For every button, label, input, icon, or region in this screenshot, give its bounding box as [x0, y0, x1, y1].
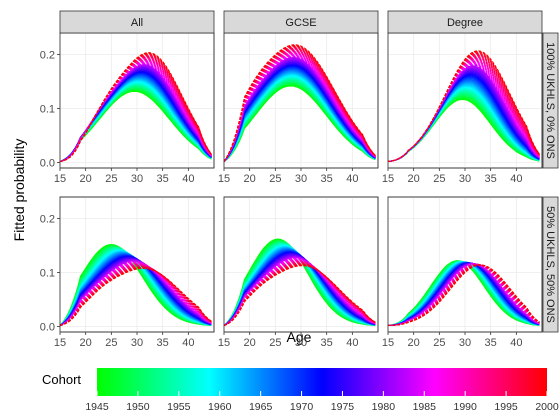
x-tick-label: 35: [485, 173, 497, 185]
cohort-curve-2000: [387, 50, 540, 163]
x-tick-label: 15: [218, 173, 230, 185]
cohort-curve-1989: [59, 59, 212, 163]
x-axis-title: Age: [287, 329, 312, 345]
x-tick-label: 25: [433, 337, 445, 349]
legend-tick-label: 1950: [126, 401, 150, 413]
y-tick-label: 0.0: [40, 322, 55, 334]
column-strip: [59, 10, 215, 34]
x-tick-label: 30: [459, 173, 471, 185]
x-tick-label: 20: [80, 337, 92, 349]
cohort-curve-2000: [59, 52, 212, 163]
cohort-curve-1999: [59, 52, 212, 163]
x-tick-label: 40: [346, 337, 358, 349]
x-tick-label: 30: [459, 337, 471, 349]
row-strip: [542, 196, 559, 333]
cohort-curve-1990: [59, 59, 212, 163]
x-tick-label: 15: [218, 337, 230, 349]
x-tick-label: 20: [244, 173, 256, 185]
x-tick-label: 20: [244, 337, 256, 349]
legend-tick-label: 1945: [85, 401, 109, 413]
x-tick-label: 25: [105, 337, 117, 349]
x-tick-label: 25: [433, 173, 445, 185]
x-tick-label: 35: [485, 337, 497, 349]
x-tick-label: 35: [157, 337, 169, 349]
x-tick-label: 20: [408, 173, 420, 185]
facet-panel-1: 15 20 25 30 35 40: [218, 32, 379, 185]
legend-tick-label: 1990: [454, 401, 478, 413]
x-tick-label: 15: [54, 337, 66, 349]
y-axis-title: Fitted probability: [11, 139, 27, 242]
cohort-curve-2000: [387, 264, 540, 327]
x-tick-label: 25: [105, 173, 117, 185]
legend-tick-label: 1985: [413, 401, 437, 413]
x-tick-label: 25: [269, 337, 281, 349]
y-tick-label: 0.0: [40, 158, 55, 170]
y-tick-label: 0.1: [40, 268, 55, 280]
legend-tick-label: 1995: [494, 401, 518, 413]
cohort-curve-2000: [223, 44, 376, 162]
x-tick-label: 30: [295, 173, 307, 185]
row-strip-label: 100% UKHLS, 0% ONS: [544, 42, 556, 159]
cohort-curve-1998: [59, 53, 212, 163]
x-tick-label: 35: [321, 173, 333, 185]
legend-tick-label: 1955: [167, 401, 191, 413]
cohort-curve-1996: [223, 47, 376, 162]
x-tick-label: 35: [157, 173, 169, 185]
x-tick-label: 40: [510, 173, 522, 185]
x-tick-label: 20: [80, 173, 92, 185]
x-tick-label: 15: [54, 173, 66, 185]
legend-tick-label: 1960: [208, 401, 232, 413]
legend-ticks: 1945 1950 1955 1960 1965 1970 1975 1980 1985 1990…: [85, 391, 559, 413]
legend-tick-label: 1975: [331, 401, 355, 413]
legend: Cohort 1945 1950 1955 1960 1965 1970 1975 1980 1…: [42, 368, 559, 413]
facet-panels: 0.0 0.1 0.2 15 20 25 30 35 40 15 20 25 30 35 40 15 20 25 3…: [40, 10, 559, 349]
x-tick-label: 30: [131, 173, 143, 185]
legend-colorbar: [97, 368, 547, 396]
facet-panel-3: 0.0 0.1 0.2 15 20 25 30 35 40: [40, 196, 215, 349]
cohort-curve-2000: [59, 267, 212, 327]
column-strip-label: GCSE: [285, 17, 316, 29]
x-tick-label: 30: [295, 337, 307, 349]
x-tick-label: 15: [382, 337, 394, 349]
cohort-curve-1989: [223, 52, 376, 162]
x-tick-label: 40: [346, 173, 358, 185]
legend-tick-label: 1980: [372, 401, 396, 413]
cohort-curve-2000: [223, 265, 376, 327]
row-strip: [542, 32, 559, 169]
column-strip-label: All: [131, 17, 143, 29]
x-tick-label: 25: [269, 173, 281, 185]
x-tick-label: 40: [182, 173, 194, 185]
x-tick-label: 20: [408, 337, 420, 349]
x-tick-label: 40: [510, 337, 522, 349]
y-axis-title-group: Fitted probability: [11, 139, 27, 242]
column-strip-label: Degree: [447, 17, 483, 29]
legend-tick-label: 2000: [535, 401, 559, 413]
legend-tick-label: 1965: [249, 401, 273, 413]
y-tick-label: 0.1: [40, 104, 55, 116]
x-tick-label: 15: [382, 173, 394, 185]
y-tick-label: 0.2: [40, 50, 55, 62]
column-strip: [387, 10, 543, 34]
x-tick-label: 40: [182, 337, 194, 349]
cohort-curve-1995: [223, 47, 376, 162]
legend-title: Cohort: [42, 372, 81, 387]
row-strip-label: 50% UKHLS, 50% ONS: [544, 206, 556, 323]
facet-panel-2: 15 20 25 30 35 40: [382, 32, 543, 185]
x-tick-label: 35: [321, 337, 333, 349]
column-strip: [223, 10, 379, 34]
facet-panel-4: 15 20 25 30 35 40: [218, 196, 379, 349]
y-tick-label: 0.2: [40, 214, 55, 226]
x-tick-label: 30: [131, 337, 143, 349]
cohort-curve-1983: [59, 260, 212, 326]
facet-panel-0: 0.0 0.1 0.2 15 20 25 30 35 40: [40, 32, 215, 185]
facet-panel-5: 15 20 25 30 35 40: [382, 196, 543, 349]
legend-tick-label: 1970: [290, 401, 314, 413]
